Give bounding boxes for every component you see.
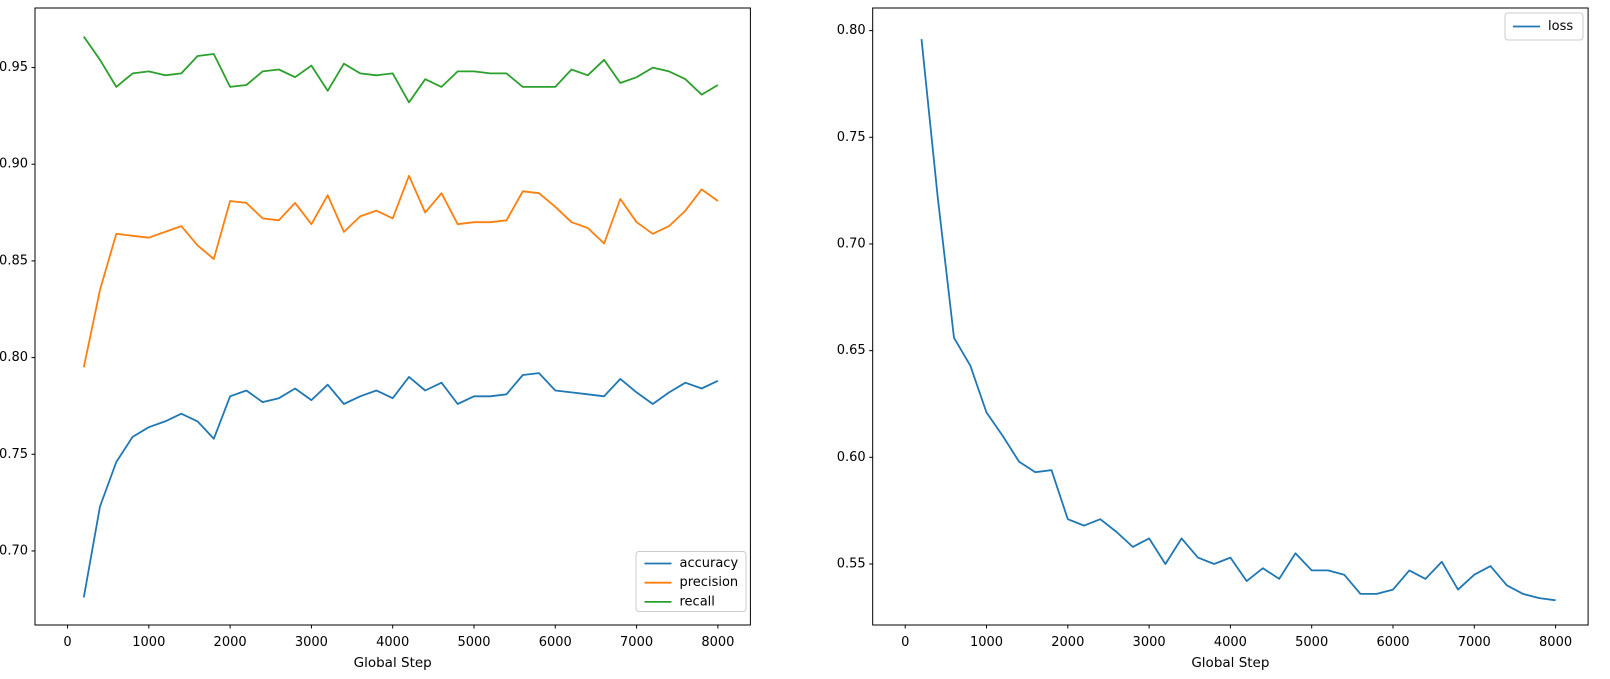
x-tick-label: 7000 — [620, 635, 653, 650]
loss-y-axis: 0.55 0.60 0.65 0.70 0.75 0.80 — [837, 23, 873, 571]
metrics-legend-box — [635, 551, 747, 612]
y-tick-label: 0.60 — [837, 450, 866, 465]
metrics-y-axis: 0.70 0.75 0.80 0.85 0.90 0.95 — [0, 60, 35, 558]
metrics-plot: 0 1000 2000 3000 4000 5000 6000 7000 80000.700.7… — [0, 7, 751, 650]
recall-line — [83, 36, 719, 104]
y-tick-label: 0.75 — [0, 447, 28, 462]
loss-x-axis: 0 1000 2000 3000 4000 5000 6000 7000 8000 — [901, 625, 1572, 650]
x-tick-label: 4000 — [376, 635, 409, 650]
loss-legend-box — [1504, 12, 1584, 41]
x-tick-label: 3000 — [1133, 635, 1166, 650]
loss-legend-label: loss — [1548, 19, 1573, 34]
loss-legend: loss — [1504, 12, 1584, 41]
y-tick-label: 0.85 — [0, 253, 28, 268]
x-tick-label: 1000 — [970, 635, 1003, 650]
loss-line — [920, 39, 1556, 602]
metrics-legend: accuracy precision recall — [635, 551, 747, 612]
y-tick-label: 0.70 — [837, 236, 866, 251]
y-tick-label: 0.90 — [0, 157, 28, 172]
x-tick-label: 2000 — [214, 635, 247, 650]
y-tick-label: 0.95 — [0, 60, 28, 75]
y-tick-label: 0.65 — [837, 343, 866, 358]
x-tick-label: 1000 — [132, 635, 165, 650]
y-tick-label: 0.55 — [837, 556, 866, 571]
x-tick-label: 5000 — [1295, 635, 1328, 650]
y-tick-label: 0.80 — [837, 23, 866, 38]
metrics-x-axis: 0 1000 2000 3000 4000 5000 6000 7000 8000 — [63, 625, 734, 650]
loss-axes-frame — [872, 7, 1589, 626]
x-tick-label: 6000 — [1376, 635, 1409, 650]
x-tick-label: 3000 — [295, 635, 328, 650]
y-tick-label: 0.70 — [0, 543, 28, 558]
xlabel-loss-plot: Global Step — [1191, 655, 1270, 671]
x-tick-label: 8000 — [1539, 635, 1572, 650]
y-tick-label: 0.80 — [0, 350, 28, 365]
x-tick-label: 6000 — [539, 635, 572, 650]
x-tick-label: 0 — [901, 635, 909, 650]
x-tick-label: 4000 — [1214, 635, 1247, 650]
recall-legend-label: recall — [680, 594, 715, 609]
y-tick-label: 0.75 — [837, 130, 866, 145]
x-tick-label: 0 — [63, 635, 71, 650]
accuracy-legend-label: accuracy — [680, 556, 739, 571]
x-tick-label: 5000 — [457, 635, 490, 650]
x-tick-label: 8000 — [701, 635, 734, 650]
metrics-axes-frame — [34, 7, 751, 626]
precision-line — [82, 174, 719, 368]
x-tick-label: 7000 — [1458, 635, 1491, 650]
accuracy-line — [82, 372, 719, 598]
precision-legend-label: precision — [680, 575, 739, 590]
x-tick-label: 2000 — [1051, 635, 1084, 650]
loss-plot: 0 1000 2000 3000 4000 5000 6000 7000 8000 0.55 0.6… — [837, 7, 1589, 650]
xlabel-metrics-plot: Global Step — [353, 655, 432, 671]
